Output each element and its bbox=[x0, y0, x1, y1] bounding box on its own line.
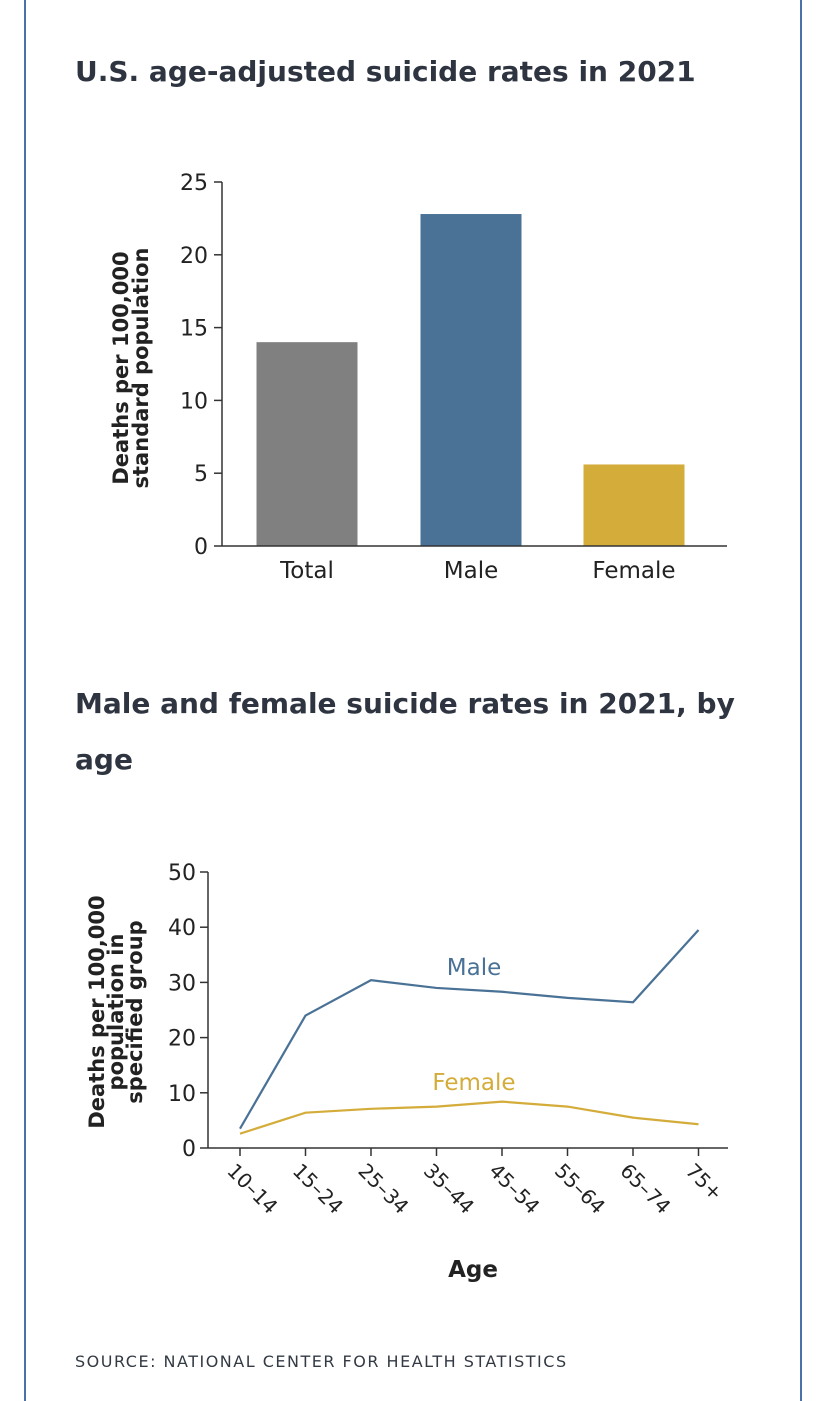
y-tick-label: 25 bbox=[180, 171, 208, 196]
y-tick-label: 50 bbox=[168, 861, 196, 886]
bar-female bbox=[583, 464, 685, 546]
y-tick-label: 5 bbox=[194, 462, 208, 487]
y-label-line: population in bbox=[104, 934, 128, 1091]
y-tick-label: 0 bbox=[182, 1137, 196, 1162]
line-chart-series: Male Female bbox=[239, 929, 700, 1135]
y-label-line: Deaths per 100,000 bbox=[109, 251, 133, 484]
page-frame bbox=[24, 0, 802, 1401]
series-line-female bbox=[239, 1100, 699, 1135]
x-tick-label: Female bbox=[592, 558, 675, 584]
bar-chart-bars bbox=[256, 214, 685, 547]
x-tick-label: 35–44 bbox=[419, 1159, 479, 1219]
bar-chart-title: U.S. age-adjusted suicide rates in 2021 bbox=[75, 55, 696, 88]
x-tick-label: 10–14 bbox=[222, 1159, 282, 1219]
y-label-line: specified group bbox=[123, 920, 147, 1103]
line-chart-y-axis: 0 10 20 30 40 50 bbox=[168, 861, 209, 1162]
x-axis-label: Age bbox=[448, 1257, 498, 1283]
x-tick-label: 25–34 bbox=[353, 1159, 413, 1219]
line-chart-x-axis: 10–14 15–24 25–34 35–44 45–54 55–64 65–74 75+ Ag… bbox=[208, 1147, 728, 1283]
source-note: SOURCE: NATIONAL CENTER FOR HEALTH STATI… bbox=[75, 1352, 568, 1371]
x-tick-label: 65–74 bbox=[615, 1159, 675, 1219]
bar-total bbox=[256, 342, 358, 546]
bar-chart-x-axis: Total Male Female bbox=[222, 545, 727, 584]
y-label-line: Deaths per 100,000 bbox=[85, 895, 109, 1128]
y-tick-label: 10 bbox=[168, 1082, 196, 1107]
series-line-male bbox=[239, 929, 700, 1130]
x-tick-label: 15–24 bbox=[288, 1159, 348, 1219]
y-tick-label: 0 bbox=[194, 535, 208, 560]
x-tick-label: 55–64 bbox=[550, 1159, 610, 1219]
bar-chart-y-axis: 0 5 10 15 20 25 bbox=[180, 171, 223, 560]
series-label-male: Male bbox=[447, 955, 501, 981]
bar-male bbox=[420, 214, 522, 547]
y-tick-label: 15 bbox=[180, 317, 208, 342]
x-tick-label: 45–54 bbox=[484, 1159, 544, 1219]
x-tick-label: 75+ bbox=[681, 1159, 728, 1206]
line-chart-title: Male and female suicide rates in 2021, b… bbox=[75, 687, 735, 776]
x-tick-label: Total bbox=[279, 558, 334, 584]
x-tick-label: Male bbox=[444, 558, 498, 584]
y-tick-label: 30 bbox=[168, 971, 196, 996]
y-tick-label: 20 bbox=[180, 244, 208, 269]
y-tick-label: 20 bbox=[168, 1027, 196, 1052]
series-label-female: Female bbox=[432, 1070, 515, 1096]
y-label-line: standard population bbox=[129, 248, 153, 489]
y-tick-label: 40 bbox=[168, 916, 196, 941]
y-tick-label: 10 bbox=[180, 389, 208, 414]
